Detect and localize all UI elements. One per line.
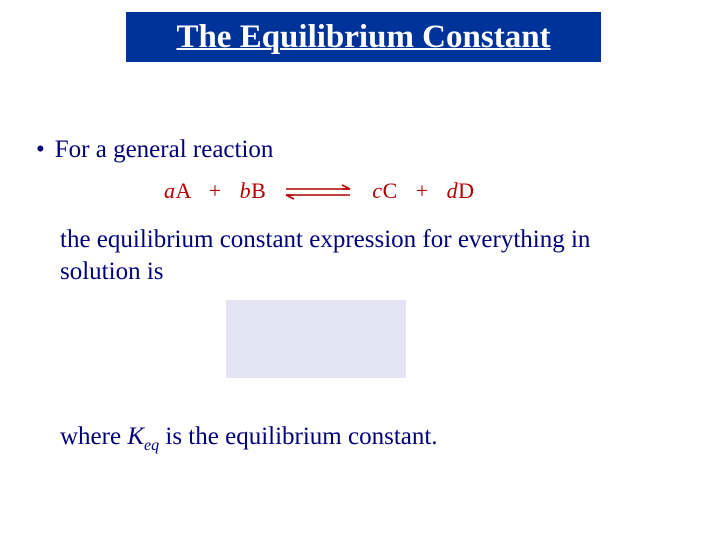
- coef-c: c: [372, 178, 382, 203]
- species-b: B: [251, 178, 266, 203]
- bullet-list: • For a general reaction: [34, 136, 674, 164]
- where-clause: where Keq is the equilibrium constant.: [60, 423, 438, 455]
- k-symbol: K: [127, 423, 144, 450]
- coef-d: d: [447, 178, 459, 203]
- where-suffix: is the equilibrium constant.: [159, 423, 437, 450]
- species-d: D: [458, 178, 474, 203]
- k-subscript: eq: [144, 437, 159, 454]
- where-prefix: where: [60, 423, 127, 450]
- bullet-marker: •: [34, 137, 45, 162]
- plus-2: +: [416, 178, 429, 203]
- equilibrium-arrow-icon: [280, 180, 356, 206]
- species-c: C: [383, 178, 398, 203]
- coef-b: b: [240, 178, 252, 203]
- species-a: A: [176, 178, 191, 203]
- bullet-item: • For a general reaction: [34, 136, 674, 164]
- slide: The Equilibrium Constant • For a general…: [0, 0, 720, 540]
- formula-placeholder-box: [226, 300, 406, 378]
- continuation-text: the equilibrium constant expression for …: [60, 224, 660, 288]
- bullet-text: For a general reaction: [55, 136, 274, 164]
- coef-a: a: [164, 178, 176, 203]
- plus-1: +: [209, 178, 222, 203]
- title-banner: The Equilibrium Constant: [126, 12, 601, 62]
- reaction-equation: aA + bB cC + dD: [164, 178, 475, 206]
- slide-title: The Equilibrium Constant: [176, 19, 550, 56]
